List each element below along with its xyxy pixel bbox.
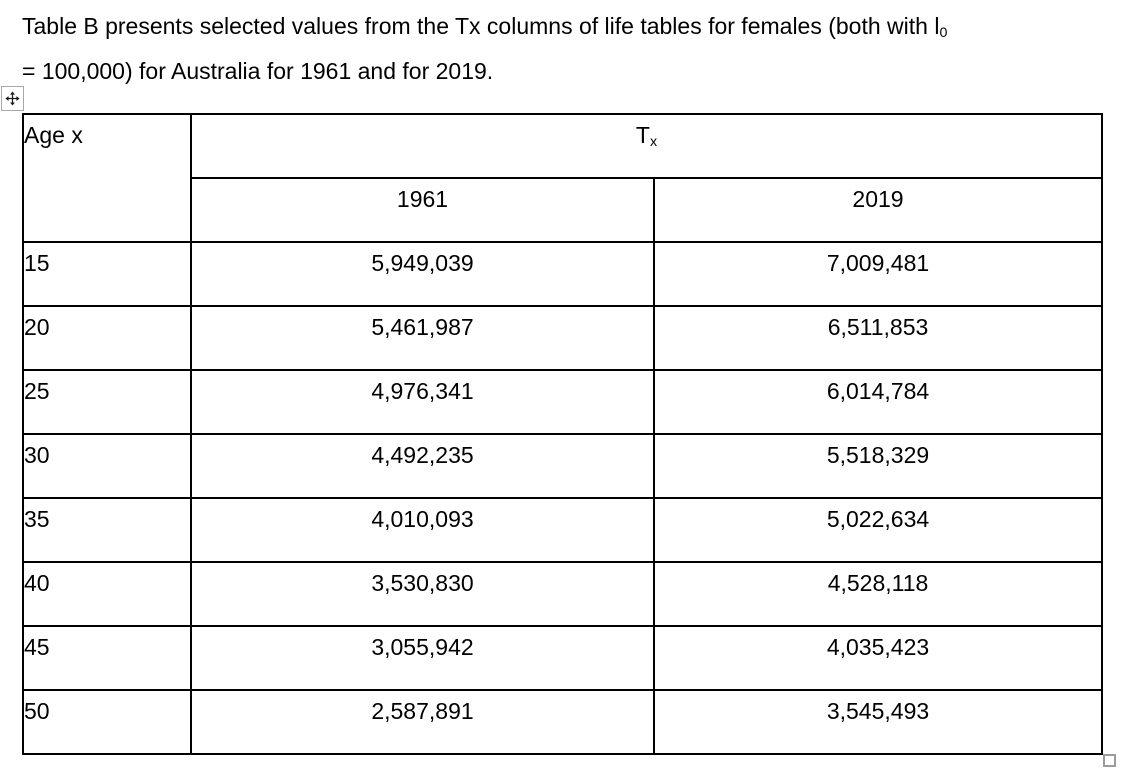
age-cell[interactable]: 15 [22,241,192,307]
tx-label-main: T [635,122,650,148]
value-2019-cell[interactable]: 6,511,853 [653,305,1103,371]
value-1961-cell[interactable]: 4,492,235 [190,433,655,499]
value-1961-cell[interactable]: 2,587,891 [190,689,655,755]
tx-label-subscript: x [649,134,658,151]
year-1961-header-cell[interactable]: 1961 [190,177,655,243]
age-cell[interactable]: 30 [22,433,192,499]
age-cell[interactable]: 50 [22,689,192,755]
value-1961-cell[interactable]: 4,976,341 [190,369,655,435]
table-row: 35 4,010,093 5,022,634 [22,497,1103,563]
table-row: 25 4,976,341 6,014,784 [22,369,1103,435]
year-2019-header-cell[interactable]: 2019 [653,177,1103,243]
value-2019-cell[interactable]: 4,035,423 [653,625,1103,691]
paragraph-line-1[interactable]: Table B presents selected values from th… [22,7,947,52]
table-row: 20 5,461,987 6,511,853 [22,305,1103,371]
value-1961-cell[interactable]: 5,461,987 [190,305,655,371]
table-move-handle[interactable] [1,86,24,111]
value-2019-cell[interactable]: 5,518,329 [653,433,1103,499]
table-header-row-2: 1961 2019 [23,177,1103,243]
value-1961-cell[interactable]: 5,949,039 [190,241,655,307]
table-row: 45 3,055,942 4,035,423 [22,625,1103,691]
table-row: 50 2,587,891 3,545,493 [22,689,1103,755]
table-row: 15 5,949,039 7,009,481 [22,241,1103,307]
value-2019-cell[interactable]: 3,545,493 [653,689,1103,755]
intro-paragraph[interactable]: Table B presents selected values from th… [22,7,947,90]
value-1961-cell[interactable]: 3,055,942 [190,625,655,691]
value-2019-cell[interactable]: 4,528,118 [653,561,1103,627]
table-resize-handle[interactable] [1103,754,1116,767]
age-cell[interactable]: 40 [22,561,192,627]
table-row: 40 3,530,830 4,528,118 [22,561,1103,627]
tx-header-cell[interactable]: Tx [190,113,1103,179]
l0-subscript: 0 [939,25,948,42]
table-row: 30 4,492,235 5,518,329 [22,433,1103,499]
age-cell[interactable]: 20 [22,305,192,371]
age-header-cell[interactable]: Age x [22,113,192,243]
value-1961-cell[interactable]: 3,530,830 [190,561,655,627]
paragraph-line-1-text: Table B presents selected values from th… [22,13,940,39]
move-icon [5,91,20,106]
value-1961-cell[interactable]: 4,010,093 [190,497,655,563]
life-table-b: Age x Tx 1961 2019 15 5,949,039 7,009,48… [22,113,1103,755]
value-2019-cell[interactable]: 6,014,784 [653,369,1103,435]
age-cell[interactable]: 45 [22,625,192,691]
value-2019-cell[interactable]: 7,009,481 [653,241,1103,307]
paragraph-line-2[interactable]: = 100,000) for Australia for 1961 and fo… [22,58,494,85]
age-cell[interactable]: 35 [22,497,192,563]
value-2019-cell[interactable]: 5,022,634 [653,497,1103,563]
age-cell[interactable]: 25 [22,369,192,435]
table-header-row-1: Age x Tx [22,113,1103,243]
